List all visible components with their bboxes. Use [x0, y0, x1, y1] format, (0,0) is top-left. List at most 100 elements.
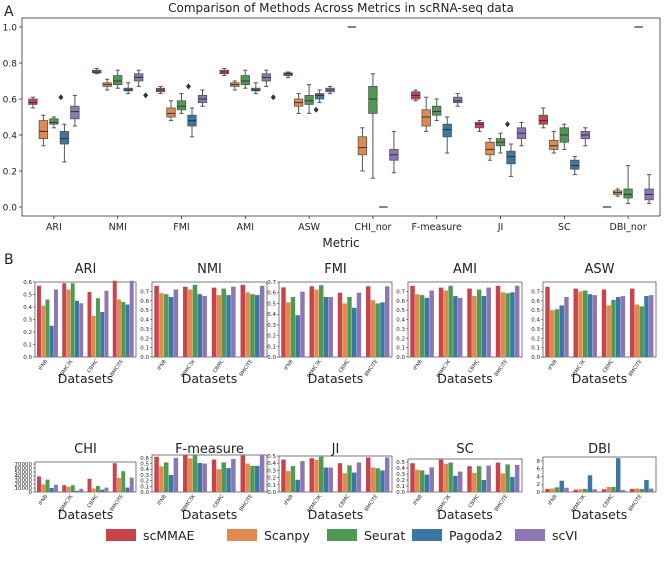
bar-pagoda2 — [323, 297, 329, 357]
bar-scvi — [300, 291, 305, 357]
bar-scmmae — [366, 457, 371, 492]
bar-seurat — [419, 295, 425, 357]
bar-seurat — [192, 455, 198, 492]
bar-scanpy — [187, 289, 193, 357]
box-scmmae — [474, 122, 485, 129]
bar-pagoda2 — [380, 302, 385, 357]
x-tick-label: IFNB — [156, 493, 168, 506]
x-axis-label: Datasets — [572, 371, 627, 386]
x-tick-label: DBI_nor — [610, 222, 647, 233]
y-tick-label: 0.0 — [267, 355, 276, 361]
y-tick-label: 0.5 — [23, 293, 32, 299]
bar-seurat — [505, 293, 510, 357]
x-tick-label: BMCITE — [494, 359, 510, 378]
bar-scanpy — [117, 478, 121, 492]
x-tick-label: BMCITE — [364, 359, 380, 378]
legend-label: scMMAE — [143, 528, 195, 543]
bar-scvi — [79, 303, 84, 357]
legend-swatch — [515, 529, 545, 541]
box-scanpy — [549, 139, 559, 150]
chart-title: AMI — [453, 262, 477, 277]
y-tick-label: 1.0 — [3, 24, 18, 34]
y-tick-label: 60000 — [15, 466, 33, 472]
y-tick-label: 0.6 — [140, 456, 149, 462]
chart-title: ASW — [585, 262, 615, 277]
bar-scanpy — [606, 305, 611, 357]
bar-scvi — [356, 292, 362, 357]
legend-swatch — [327, 529, 357, 541]
y-tick-label: 0.6 — [531, 299, 540, 305]
bar-pagoda2 — [197, 462, 203, 492]
bar-scanpy — [500, 473, 506, 492]
bar-scmmae — [112, 280, 117, 357]
bar-seurat — [419, 470, 425, 492]
y-tick-label: 50000 — [15, 470, 33, 476]
bar-scvi — [231, 286, 236, 357]
bar-scanpy — [500, 292, 506, 357]
y-tick-label: 0.0 — [396, 490, 405, 496]
box-scanpy — [485, 141, 495, 156]
bar-scmmae — [154, 456, 159, 492]
x-tick-label: IFNB — [38, 358, 50, 371]
y-tick-label: 0.4 — [140, 318, 149, 324]
bar-pagoda2 — [49, 488, 54, 492]
bar-seurat — [583, 290, 588, 357]
box-seurat — [304, 95, 314, 105]
bar-scmmae — [410, 463, 415, 492]
bar-scmmae — [630, 488, 635, 492]
y-tick-label: 20000 — [15, 482, 33, 488]
bar-pagoda2 — [615, 297, 621, 357]
y-tick-label: 0.2 — [23, 330, 32, 336]
bar-scmmae — [87, 478, 92, 492]
plot-area — [21, 17, 661, 217]
bar-scvi — [384, 457, 390, 492]
bar-scmmae — [495, 462, 501, 492]
bar-scmmae — [87, 292, 92, 357]
bar-scanpy — [550, 310, 555, 357]
y-tick-label: 0.3 — [531, 327, 540, 333]
bar-seurat — [96, 298, 100, 357]
box-scmmae — [28, 98, 38, 105]
bar-scanpy — [91, 488, 96, 492]
y-tick-label: 0.5 — [267, 454, 276, 460]
bar-scanpy — [342, 473, 347, 492]
bar-seurat — [375, 468, 380, 492]
y-tick-label: 0.5 — [396, 460, 405, 466]
x-tick-label: IFNB — [283, 493, 295, 506]
y-tick-label: 0 — [537, 490, 541, 496]
bar-seurat — [250, 294, 255, 357]
y-tick-label: 0.2 — [531, 336, 540, 342]
x-tick-label: IFNB — [412, 358, 424, 371]
legend-label: Seurat — [364, 528, 405, 543]
bar-scanpy — [41, 484, 46, 492]
bar-scanpy — [415, 294, 420, 357]
y-tick-label: 0.5 — [140, 308, 149, 314]
x-tick-label: IFNB — [547, 358, 559, 371]
bar-pagoda2 — [100, 312, 105, 357]
x-tick-label: ASW — [298, 222, 321, 233]
legend-swatch — [227, 529, 257, 541]
bar-scvi — [259, 455, 265, 492]
bar-scmmae — [309, 286, 314, 357]
x-tick-label: NMI — [109, 222, 127, 233]
box-scanpy — [38, 120, 49, 139]
box-scvi — [70, 105, 80, 120]
legend-item-pagoda2: Pagoda2 — [412, 528, 503, 543]
y-tick-label: 0.1 — [531, 346, 540, 352]
bar-scvi — [356, 462, 362, 492]
bar-scvi — [129, 280, 134, 357]
bar-scanpy — [117, 299, 121, 357]
bar-scmmae — [211, 459, 217, 492]
bar-seurat — [319, 285, 324, 357]
y-tick-label: 2 — [537, 482, 541, 488]
chart-title: Comparison of Methods Across Metrics in … — [168, 1, 514, 15]
outlier-point — [270, 94, 276, 101]
bar-scmmae — [438, 459, 444, 492]
x-axis-label: Datasets — [437, 507, 492, 522]
chart-title: FMI — [324, 262, 347, 277]
bar-scmmae — [545, 488, 550, 492]
bar-scvi — [328, 297, 333, 357]
y-tick-label: 0.2 — [140, 336, 149, 342]
x-tick-label: IFNB — [547, 493, 559, 506]
bar-scmmae — [573, 489, 578, 492]
